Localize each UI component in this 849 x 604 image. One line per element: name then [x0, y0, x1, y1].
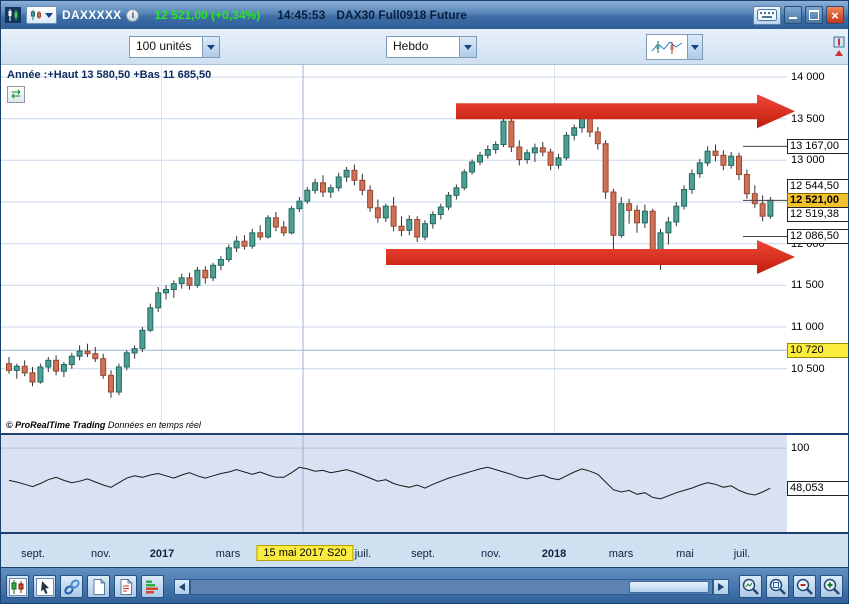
- level-price-label: 12 519,38: [787, 207, 848, 222]
- pointer-icon[interactable]: [33, 575, 56, 598]
- notes-icon[interactable]: [114, 575, 137, 598]
- x-axis-label: mai: [676, 548, 694, 560]
- drawing-tools: [6, 575, 164, 598]
- scroll-right-arrow[interactable]: [713, 578, 729, 595]
- cursor-price-label: 10 720: [787, 343, 848, 358]
- y-axis-tick: 13 000: [791, 154, 825, 166]
- bottom-toolbar: [1, 567, 848, 603]
- units-dropdown[interactable]: 100 unités: [129, 36, 220, 58]
- year-high-low-annotation: Année :+Haut 13 580,50 +Bas 11 685,50: [7, 69, 212, 81]
- y-axis-tick: 13 500: [791, 113, 825, 125]
- close-button[interactable]: [826, 6, 844, 24]
- scrollbar-thumb[interactable]: [629, 580, 709, 593]
- x-axis-label: mars: [215, 548, 241, 560]
- x-axis-label: 2017: [149, 548, 175, 560]
- time-axis[interactable]: sept. nov. 2017 mars juil. sept. nov. 2018 mars m…: [1, 534, 848, 567]
- indicator-tick: 100: [791, 442, 810, 454]
- chevron-down-icon: [202, 37, 219, 57]
- maximize-button[interactable]: [805, 6, 823, 24]
- window-controls: [753, 5, 844, 25]
- x-axis-label: nov.: [91, 548, 111, 560]
- y-axis-tick: 11 000: [791, 321, 824, 333]
- info-icon[interactable]: [126, 8, 140, 22]
- refresh-icon[interactable]: [7, 86, 25, 103]
- y-axis-tick: 11 500: [791, 279, 824, 291]
- candlestick-mini-icon: [31, 10, 41, 20]
- indicator-panel[interactable]: [1, 435, 787, 532]
- chevron-down-icon: [45, 12, 53, 18]
- red-arrow: [456, 94, 795, 129]
- x-axis-label: juil.: [733, 548, 751, 560]
- last-price-label: 12 521,00: [787, 193, 848, 208]
- horizontal-scrollbar: [174, 578, 729, 595]
- panel-separator[interactable]: [1, 532, 848, 534]
- chevron-down-icon: [459, 37, 476, 57]
- level-price-label: 12 544,50: [787, 179, 848, 194]
- zoom-tools: [739, 575, 843, 598]
- clock-time: 14:45:53: [277, 8, 326, 22]
- chart-type-icon: [650, 37, 684, 57]
- app-icon: [5, 7, 21, 23]
- cursor-date-label: 15 mai 2017 S20: [256, 545, 354, 561]
- last-price-quote: 12 521,00 (+0,34%): [154, 8, 261, 22]
- x-axis-label: nov.: [481, 548, 501, 560]
- instrument-label: DAX30 Full0918 Future: [336, 8, 467, 22]
- realtime-label: Données en temps réel: [107, 420, 201, 430]
- fit-zoom-icon[interactable]: [739, 575, 762, 598]
- minimize-button[interactable]: [784, 6, 802, 24]
- candlestick-chart-icon[interactable]: [6, 575, 29, 598]
- chart-toolbar: 100 unités Hebdo: [1, 29, 848, 65]
- link-icon[interactable]: [60, 575, 83, 598]
- copyright: © ProRealTime Trading Données en temps r…: [6, 420, 201, 430]
- indicator-value-label: 48,053: [787, 481, 848, 496]
- y-axis-tick: 10 500: [791, 363, 825, 375]
- symbol-selector-button[interactable]: [26, 6, 57, 24]
- symbol-label: DAXXXXX: [62, 8, 122, 22]
- depth-icon[interactable]: [141, 575, 164, 598]
- red-arrow: [386, 240, 795, 274]
- copyright-label: © ProRealTime Trading: [6, 420, 106, 430]
- chart-type-button[interactable]: [646, 34, 688, 60]
- x-axis-label: juil.: [354, 548, 372, 560]
- x-axis-label: sept.: [21, 548, 45, 560]
- y-axis-tick: 14 000: [791, 71, 825, 83]
- x-axis-label: mars: [608, 548, 634, 560]
- price-chart[interactable]: Année :+Haut 13 580,50 +Bas 11 685,50 © …: [1, 65, 795, 433]
- x-axis-label: sept.: [411, 548, 435, 560]
- keyboard-icon[interactable]: [753, 5, 781, 25]
- zoom-in-icon[interactable]: [820, 575, 843, 598]
- scrollbar-track[interactable]: [190, 578, 713, 595]
- x-axis-label: 2018: [541, 548, 567, 560]
- titlebar: DAXXXXX 12 521,00 (+0,34%) 14:45:53 DAX3…: [1, 1, 848, 29]
- chart-options-icon[interactable]: [832, 32, 846, 62]
- units-value: 100 unités: [136, 39, 192, 53]
- chart-type-dropdown[interactable]: [688, 34, 703, 60]
- scroll-left-arrow[interactable]: [174, 578, 190, 595]
- panel-separator[interactable]: [1, 433, 848, 435]
- level-price-label: 12 086,50: [787, 229, 848, 244]
- period-value: Hebdo: [393, 39, 429, 53]
- period-dropdown[interactable]: Hebdo: [386, 36, 477, 58]
- page-icon[interactable]: [87, 575, 110, 598]
- level-price-label: 13 167,00: [787, 139, 848, 154]
- chart-main-area: Année :+Haut 13 580,50 +Bas 11 685,50 © …: [1, 65, 848, 534]
- box-zoom-icon[interactable]: [766, 575, 789, 598]
- zoom-out-icon[interactable]: [793, 575, 816, 598]
